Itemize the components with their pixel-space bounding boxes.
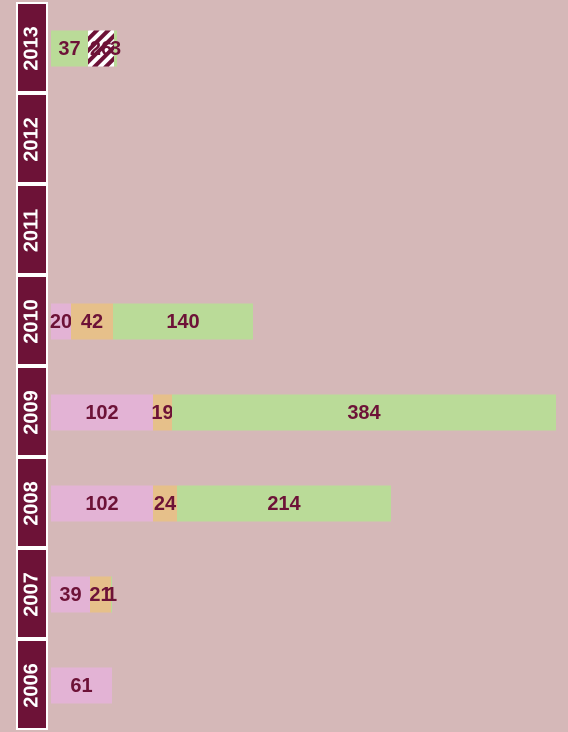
segment-label: 26 <box>90 38 112 60</box>
year-label: 2006 <box>20 663 42 708</box>
segment-label: 21 <box>89 584 111 606</box>
segment-label: 20 <box>50 311 72 333</box>
segment-label: 39 <box>59 584 81 606</box>
year-label: 2009 <box>20 390 42 435</box>
year-cell <box>16 639 48 730</box>
segment-label: 3 <box>110 38 121 60</box>
year-label: 2013 <box>20 26 42 71</box>
segment-label: 384 <box>347 402 381 424</box>
year-label: 2011 <box>20 209 42 252</box>
year-cell <box>16 548 48 639</box>
bar-segment <box>172 394 556 431</box>
bar-segment <box>51 485 153 522</box>
segment-label: 214 <box>267 493 301 515</box>
year-cell <box>16 93 48 184</box>
segment-label: 42 <box>81 311 103 333</box>
bar-segment <box>153 394 172 431</box>
year-label: 2012 <box>20 117 42 162</box>
segment-label: 37 <box>58 38 80 60</box>
bar-segment <box>90 576 111 613</box>
year-cell <box>16 184 48 275</box>
bar-segment <box>153 485 177 522</box>
bar-segment <box>51 394 153 431</box>
year-label: 2010 <box>20 299 42 344</box>
year-cell <box>16 457 48 548</box>
segment-label: 102 <box>85 493 118 515</box>
year-cell <box>16 366 48 457</box>
bar-segment <box>114 30 117 67</box>
segment-label: 19 <box>151 402 173 424</box>
segment-label: 61 <box>70 675 92 697</box>
segment-label: 102 <box>85 402 118 424</box>
bar-segment <box>71 303 113 340</box>
year-label: 2007 <box>20 572 42 617</box>
segment-label: 140 <box>166 311 199 333</box>
bar-segment <box>51 667 112 704</box>
bar-segment <box>51 576 90 613</box>
bar-segment <box>51 30 88 67</box>
year-label: 2008 <box>20 481 42 526</box>
bar-segment <box>111 576 112 613</box>
bar-segment <box>88 30 114 67</box>
bar-segment <box>51 303 71 340</box>
segment-label: 24 <box>154 493 177 515</box>
bar-segment <box>177 485 391 522</box>
segment-label: 1 <box>106 584 117 606</box>
bar-segment <box>113 303 253 340</box>
year-cell <box>16 2 48 93</box>
year-cell <box>16 275 48 366</box>
